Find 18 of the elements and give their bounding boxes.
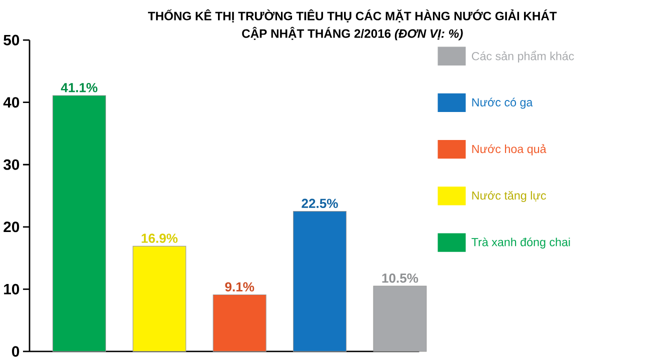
data-label: 22.5% [302,198,338,208]
legend-label: Nước tăng lực [472,190,546,202]
y-tick-label: 30 [3,159,20,170]
legend-label: Trà xanh đóng chai [472,237,570,248]
y-tick-label: 0 [12,346,20,356]
y-tick-label: 40 [3,96,20,108]
chart-title: THỐNG KÊ THỊ TRƯỜNG TIÊU THỤ CÁC MẶT HÀNG NƯỚC GIẢI KHÁT [148,9,557,22]
chart-subtitle: CẬP NHẬT THÁNG 2/2016 (ĐƠN VỊ: %) [242,26,463,40]
y-tick-label: 50 [4,34,20,46]
legend-label: Các sản phẩm khác [472,50,574,62]
legend-label: Nước hoa quả [472,144,546,156]
data-label: 10.5% [382,273,418,283]
legend-label: Nước có ga [472,98,533,109]
y-tick-label: 20 [4,221,20,232]
data-label: 41.1% [60,82,98,92]
data-label: 16.9% [142,233,178,243]
data-label: 9.1% [225,282,254,292]
y-tick-label: 10 [4,284,20,294]
